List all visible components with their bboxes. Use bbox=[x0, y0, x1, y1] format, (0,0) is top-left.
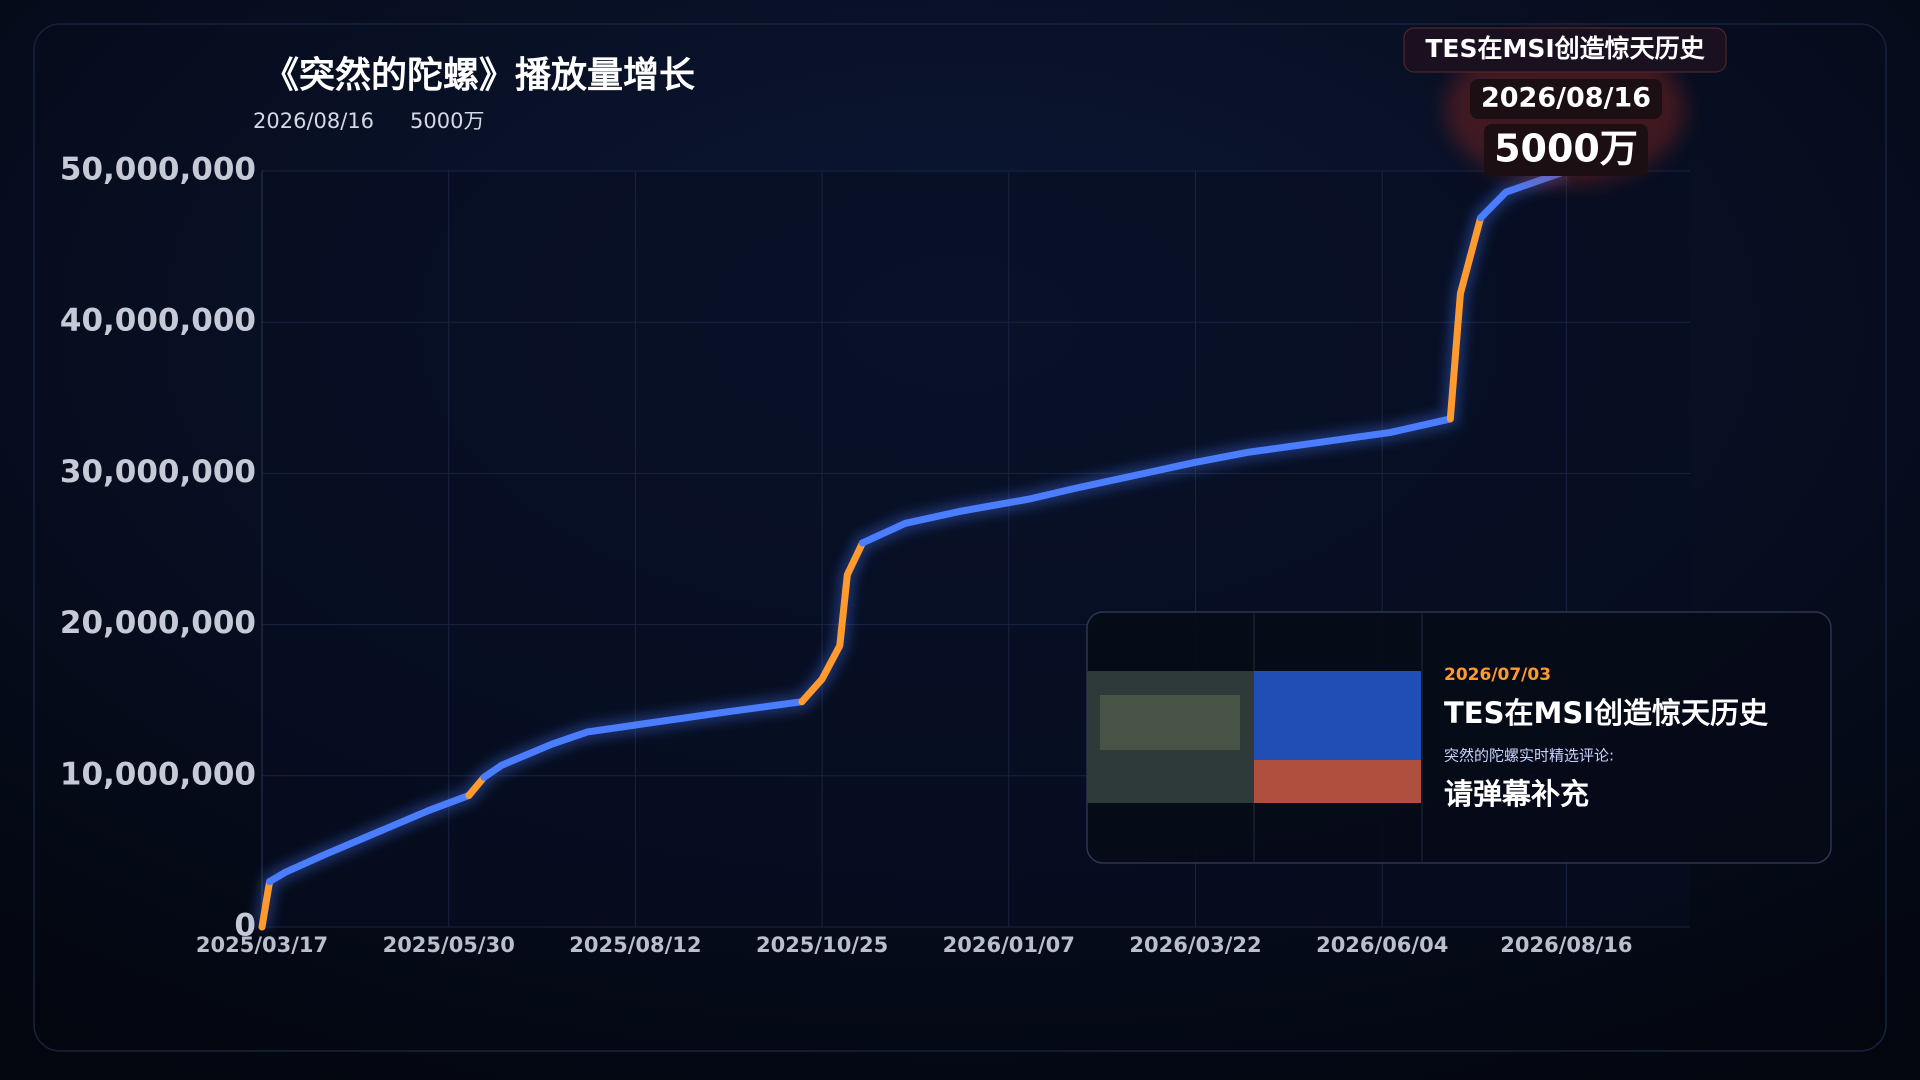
x-tick-label: 2025/08/12 bbox=[569, 933, 701, 957]
annotation-value-box bbox=[1484, 124, 1648, 176]
y-tick-label: 20,000,000 bbox=[60, 605, 256, 641]
line bbox=[258, 878, 274, 931]
line bbox=[1446, 214, 1485, 423]
x-tick-label: 2026/08/16 bbox=[1500, 933, 1632, 957]
y-tick-label: 0 bbox=[234, 908, 256, 944]
plot-area: 0 10,000,000 20,000,000 30,000,000 40,000,00… bbox=[60, 152, 1690, 957]
chart-title: 《突然的陀螺》播放量增长 bbox=[263, 54, 695, 96]
x-tick-label: 2025/05/30 bbox=[383, 933, 515, 957]
panel bbox=[33, 23, 1887, 1052]
line bbox=[465, 773, 488, 799]
line bbox=[480, 698, 806, 781]
line bbox=[266, 791, 473, 886]
line bbox=[798, 539, 866, 706]
annotation-date-box bbox=[1470, 79, 1662, 119]
x-tick-label: 2026/03/22 bbox=[1129, 933, 1261, 957]
subtitle-value: 5000万 bbox=[410, 109, 484, 133]
event-card: 2026/07/03 TES在MSI创造惊天历史 突然的陀螺实时精选评论: 请弹… bbox=[1086, 611, 1832, 864]
peak-annotation: TES在MSI创造惊天历史 2026/08/16 5000万 bbox=[1403, 27, 1727, 185]
y-tick-label: 30,000,000 bbox=[60, 454, 256, 490]
x-tick-label: 2026/01/07 bbox=[943, 933, 1075, 957]
card-subtitle: 突然的陀螺实时精选评论: bbox=[1444, 747, 1614, 765]
y-tick-label: 10,000,000 bbox=[60, 756, 256, 792]
annotation-box bbox=[1403, 27, 1727, 73]
card-comment: 请弹幕补充 bbox=[1444, 777, 1589, 811]
card-title: TES在MSI创造惊天历史 bbox=[1444, 696, 1768, 730]
x-tick-label: 2026/06/04 bbox=[1316, 933, 1448, 957]
y-tick-label: 50,000,000 bbox=[60, 152, 256, 188]
x-tick-label: 2025/10/25 bbox=[756, 933, 888, 957]
x-tick-label: 2025/03/17 bbox=[196, 933, 328, 957]
annotation-date: 2026/08/16 bbox=[1481, 83, 1651, 114]
y-tick-label: 40,000,000 bbox=[60, 303, 256, 339]
thumbnail-detail bbox=[1100, 695, 1240, 750]
annotation-value: 5000万 bbox=[1494, 127, 1638, 171]
annotation-title: TES在MSI创造惊天历史 bbox=[1425, 34, 1705, 63]
subtitle-date: 2026/08/16 bbox=[253, 109, 374, 133]
line bbox=[858, 415, 1454, 547]
thumbnail-detail bbox=[1254, 760, 1421, 803]
card-date: 2026/07/03 bbox=[1444, 665, 1551, 685]
